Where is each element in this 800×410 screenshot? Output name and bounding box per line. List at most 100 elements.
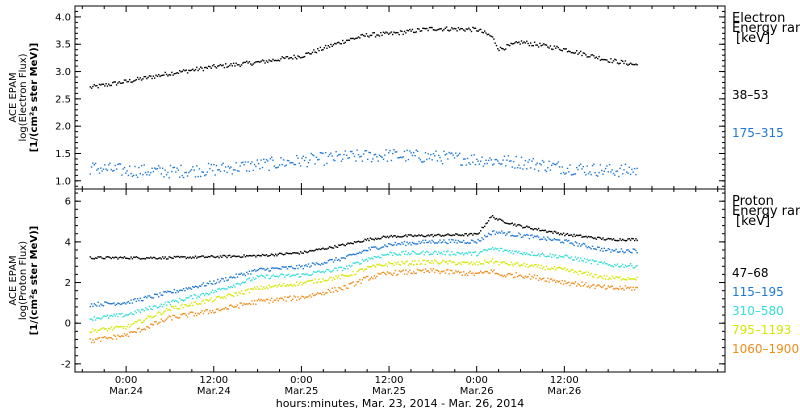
data-point	[419, 263, 421, 265]
data-point	[240, 64, 243, 66]
data-point	[466, 274, 469, 276]
data-point	[590, 285, 592, 287]
data-point	[514, 223, 516, 225]
data-point	[518, 232, 520, 234]
data-point	[495, 231, 498, 233]
data-point	[511, 273, 513, 276]
data-point	[288, 160, 290, 162]
data-point	[194, 301, 197, 303]
data-point	[382, 271, 385, 274]
data-point	[535, 235, 537, 238]
data-point	[552, 239, 554, 241]
data-point	[197, 175, 199, 178]
data-point	[177, 291, 180, 293]
data-point	[577, 257, 579, 259]
data-point	[438, 241, 440, 243]
data-point	[422, 27, 424, 29]
data-point	[251, 64, 253, 66]
data-point	[89, 318, 91, 320]
data-point	[478, 240, 481, 242]
data-point	[516, 276, 519, 278]
data-point	[511, 166, 513, 168]
data-point	[614, 277, 616, 280]
data-point	[196, 165, 198, 167]
data-point	[238, 64, 240, 66]
data-point	[607, 278, 609, 281]
data-point	[528, 237, 531, 240]
data-point	[267, 287, 269, 290]
data-point	[590, 272, 592, 275]
data-point	[386, 271, 389, 273]
data-point	[278, 298, 281, 300]
data-point	[126, 170, 128, 172]
data-point	[377, 160, 379, 162]
data-point	[536, 44, 538, 46]
data-point	[330, 271, 332, 273]
data-point	[226, 288, 228, 290]
data-point	[526, 233, 528, 236]
data-point	[336, 246, 339, 248]
data-point	[226, 308, 228, 310]
data-point	[616, 62, 619, 64]
data-point	[236, 294, 239, 297]
data-point	[150, 171, 152, 174]
data-point	[402, 33, 404, 36]
data-point	[401, 260, 403, 263]
data-point	[459, 152, 461, 155]
data-point	[530, 234, 532, 237]
data-point	[209, 293, 211, 295]
data-point	[614, 58, 616, 60]
data-point	[230, 166, 232, 168]
data-point	[364, 35, 366, 37]
data-point	[200, 311, 202, 314]
data-point	[269, 270, 272, 272]
data-point	[497, 261, 499, 263]
data-point	[193, 169, 195, 171]
data-point	[223, 66, 226, 69]
data-point	[133, 322, 135, 325]
data-point	[576, 166, 578, 169]
data-point	[326, 268, 328, 271]
data-point	[339, 278, 341, 280]
data-point	[528, 273, 531, 275]
data-point	[480, 160, 482, 162]
data-point	[344, 268, 346, 270]
data-point	[248, 302, 251, 304]
data-point	[227, 293, 229, 295]
data-point	[490, 248, 492, 250]
data-point	[167, 309, 169, 311]
data-point	[151, 297, 153, 299]
data-point	[330, 259, 332, 261]
data-point	[610, 58, 612, 60]
data-point	[574, 281, 577, 283]
data-point	[192, 298, 194, 300]
x-tick-time-label: 0:00	[465, 375, 487, 386]
data-point	[215, 164, 218, 167]
data-point	[154, 305, 156, 307]
data-point	[451, 234, 453, 237]
data-point	[406, 253, 408, 256]
data-point	[182, 256, 185, 258]
data-point	[482, 226, 485, 229]
data-point	[346, 39, 348, 42]
data-point	[319, 46, 322, 49]
data-point	[628, 264, 630, 267]
data-point	[186, 316, 189, 318]
data-point	[309, 53, 311, 55]
data-point	[296, 299, 298, 301]
data-point	[232, 284, 235, 286]
data-point	[602, 277, 604, 280]
data-point	[234, 169, 236, 171]
data-point	[213, 64, 215, 66]
data-point	[138, 299, 140, 302]
data-point	[130, 331, 132, 333]
data-point	[288, 252, 290, 255]
data-point	[599, 285, 602, 288]
data-point	[506, 249, 508, 251]
data-point	[524, 159, 527, 162]
data-point	[186, 297, 189, 299]
data-point	[541, 159, 544, 162]
data-point	[357, 280, 360, 283]
data-point	[535, 277, 537, 280]
